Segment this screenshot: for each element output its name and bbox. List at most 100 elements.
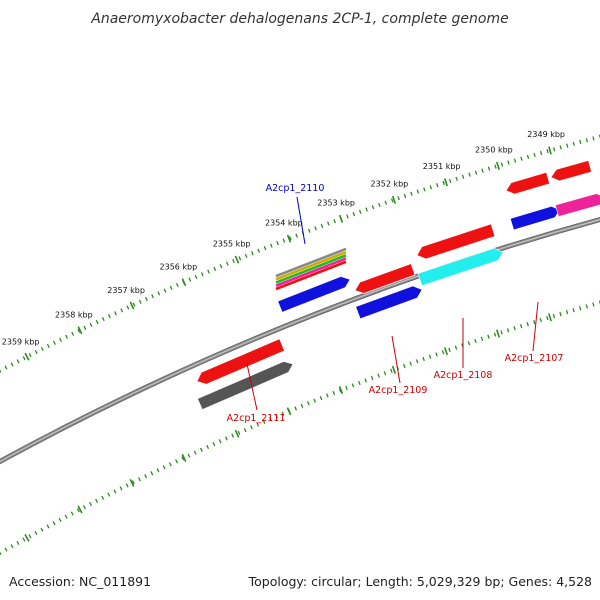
ruler-dash	[168, 462, 172, 467]
ruler-dash	[326, 393, 329, 398]
ruler-dash	[101, 495, 105, 500]
ruler-dash	[16, 359, 20, 364]
ruler-dash	[144, 296, 148, 302]
gene-reverse	[505, 171, 551, 195]
ruler-dash	[306, 401, 310, 406]
map-title: Anaeromyxobacter dehalogenans 2CP-1, com…	[90, 11, 508, 27]
ruler-dash	[409, 361, 413, 366]
ruler-dash	[364, 378, 368, 383]
ruler-dash	[352, 212, 356, 217]
ruler-dash	[494, 164, 497, 169]
ruler-dash	[83, 325, 87, 330]
leader-line	[296, 196, 306, 245]
ruler-dash	[552, 147, 556, 152]
gene-reverse	[197, 361, 294, 411]
ruler-dash	[269, 243, 273, 248]
ruler-dash	[468, 172, 471, 177]
leader-line	[246, 363, 258, 411]
major-tick	[286, 234, 292, 243]
ruler-dash	[365, 207, 368, 212]
ruler-dash	[95, 498, 99, 503]
gene-reverse	[416, 223, 496, 260]
ruler-dash	[441, 350, 445, 355]
major-tick	[443, 178, 449, 187]
tick-label: 2351 kbp	[423, 162, 461, 171]
ruler-dash	[0, 369, 2, 373]
ruler-dash	[10, 362, 14, 367]
gene-label[interactable]: A2cp1_2107	[505, 353, 564, 364]
ruler-dash	[314, 226, 317, 231]
ruler-dash	[22, 356, 26, 361]
ruler-dash	[487, 334, 490, 339]
tick-label: 2357 kbp	[107, 286, 145, 295]
gene-features	[196, 160, 600, 411]
ruler-dash	[276, 241, 279, 246]
ruler-dash	[22, 537, 26, 542]
major-tick	[234, 255, 240, 264]
major-tick	[77, 326, 83, 335]
major-ticks	[24, 146, 552, 542]
ruler-dash	[82, 505, 86, 510]
ruler-dash	[539, 317, 542, 323]
gene-reverse	[355, 285, 423, 320]
major-tick	[181, 453, 187, 462]
ruler-dash	[546, 149, 549, 154]
ruler-dash	[138, 299, 142, 304]
gene-reverse	[417, 247, 504, 287]
ruler-dash	[526, 154, 530, 159]
ruler-dash	[40, 527, 44, 532]
ruler-dash	[513, 326, 516, 331]
ruler-dash	[219, 264, 223, 269]
ruler-dash	[454, 345, 458, 350]
ruler-dash	[552, 313, 556, 319]
gene-label[interactable]: A2cp1_2108	[434, 370, 493, 381]
ruler-dash	[132, 302, 136, 307]
ruler-dash	[193, 450, 197, 455]
ruler-dash	[592, 302, 595, 307]
ruler-dash	[579, 139, 582, 145]
ruler-dash	[313, 398, 317, 403]
ruler-dash	[28, 353, 32, 358]
backbone-highlight	[0, 219, 600, 463]
ruler-dash	[300, 403, 304, 408]
ruler-dash	[307, 228, 311, 233]
ruler-dash	[383, 371, 387, 376]
ruler-dash	[34, 530, 38, 536]
major-tick	[338, 214, 344, 223]
gene-label[interactable]: A2cp1_2111	[227, 413, 286, 424]
ruler-dash	[428, 354, 432, 359]
label-leaders	[246, 196, 539, 411]
ruler-dash	[294, 406, 298, 411]
ruler-dash	[71, 331, 75, 336]
ruler-dash	[357, 380, 361, 386]
genome-summary-text: Topology: circular; Length: 5,029,329 bp…	[248, 574, 592, 589]
ruler-dash	[225, 261, 229, 266]
ruler-dash	[319, 395, 323, 401]
gene-label[interactable]: A2cp1_2109	[369, 385, 428, 396]
ruler-dash	[256, 422, 260, 427]
ruler-dash	[126, 305, 130, 310]
ruler-dash	[533, 152, 536, 158]
ruler-dash	[455, 176, 458, 181]
gene-forward	[277, 276, 351, 313]
ruler-dash	[526, 322, 529, 327]
ruler-dash	[481, 168, 484, 173]
ruler-dash	[101, 316, 105, 322]
major-tick	[24, 534, 30, 542]
ruler-dash	[493, 332, 497, 337]
gene-forward	[509, 205, 561, 231]
ruler-dash	[64, 514, 68, 519]
ruler-dash	[346, 214, 349, 219]
ruler-dash	[268, 417, 272, 422]
ruler-dash	[416, 189, 420, 194]
ruler-dash	[244, 253, 248, 258]
ruler-dash	[212, 441, 216, 447]
ruler-dash	[533, 319, 536, 325]
gene-label[interactable]: A2cp1_2110	[266, 183, 325, 194]
ruler-dash	[520, 156, 523, 161]
ruler-dash	[77, 328, 81, 333]
gene-reverse	[354, 263, 416, 294]
ruler-dash	[46, 343, 50, 348]
ruler-dash	[28, 534, 32, 539]
